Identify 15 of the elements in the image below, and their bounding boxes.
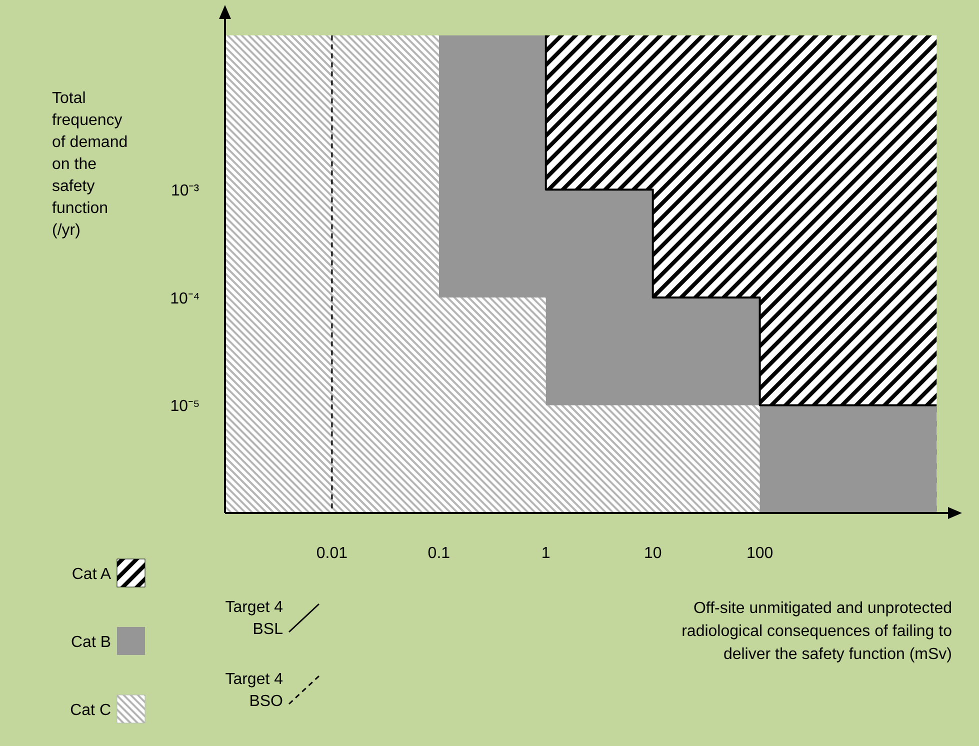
y-tick-label: 10⁻⁵ (170, 398, 200, 416)
legend-label: Target 4 BSO (225, 671, 284, 710)
x-tick-label: 10 (644, 545, 662, 562)
x-axis-title: Off-site unmitigated and unprotected radiological consequences of failing to deliver the safety function (mSv) (682, 600, 952, 663)
x-tick-label: 100 (746, 545, 774, 562)
legend-label: Cat C (70, 702, 111, 719)
y-tick-label: 10⁻³ (170, 182, 200, 200)
x-tick-label: 0.01 (316, 545, 348, 562)
legend-label: Target 4 BSL (225, 599, 284, 638)
legend-label: Cat B (70, 634, 111, 651)
x-tick-label: 1 (541, 545, 550, 562)
legend-label: Cat A (72, 566, 112, 583)
y-tick-label: 10⁻⁴ (170, 290, 200, 308)
x-tick-label: 0.1 (428, 545, 450, 562)
y-axis-title: Total frequency of demand on the safety function (/yr) (52, 90, 128, 239)
